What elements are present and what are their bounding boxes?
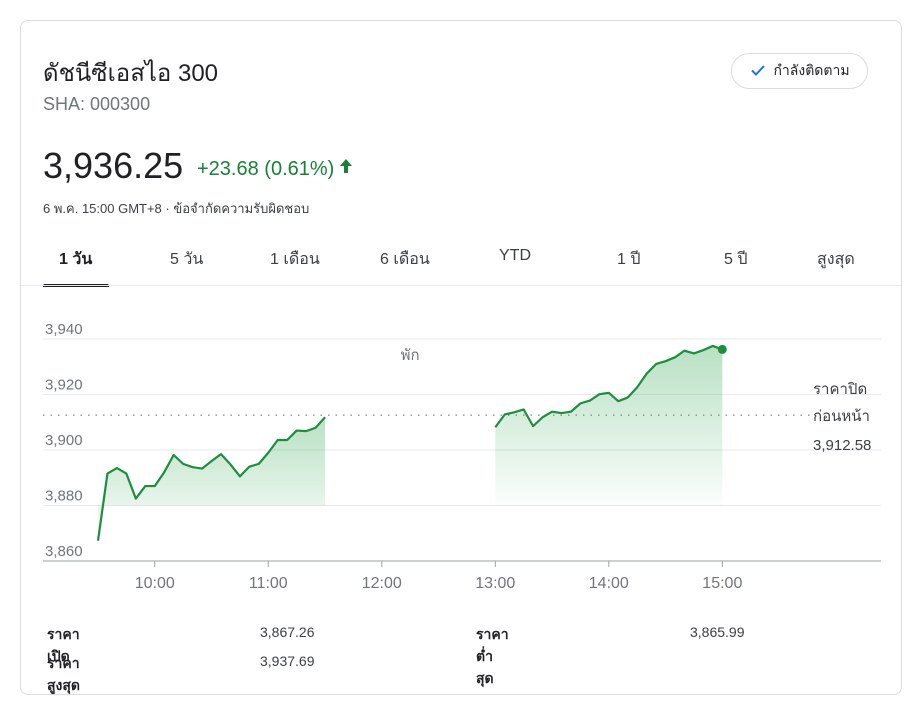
price-change: +23.68 (0.61%) bbox=[197, 157, 354, 181]
x-tick-label: 11:00 bbox=[249, 575, 288, 592]
arrow-up-icon bbox=[338, 157, 354, 181]
series-line bbox=[494, 344, 723, 428]
quote-meta: 6 พ.ค. 15:00 GMT+8 · ข้อจำกัดความรับผิดช… bbox=[43, 201, 310, 216]
current-price: 3,936.25 bbox=[43, 145, 184, 186]
prev-close-label: ราคาปิด bbox=[813, 381, 867, 398]
series-area bbox=[495, 345, 723, 506]
index-title: ดัชนีซีเอสไอ 300 bbox=[43, 60, 219, 87]
ticker-symbol: SHA: 000300 bbox=[43, 94, 151, 114]
x-tick-label: 10:00 bbox=[135, 575, 175, 592]
tab-1-month[interactable]: 1 เดือน bbox=[270, 251, 320, 268]
follow-label: กำลังติดตาม bbox=[773, 62, 850, 78]
tab-5-days[interactable]: 5 วัน bbox=[170, 251, 204, 268]
tab-5-years[interactable]: 5 ปี bbox=[724, 251, 748, 268]
x-tick-label: 12:00 bbox=[362, 575, 402, 592]
y-tick-label: 3,900 bbox=[45, 432, 83, 449]
tab-ytd[interactable]: YTD bbox=[499, 247, 531, 264]
x-tick-label: 13:00 bbox=[475, 575, 515, 592]
stat-low-value: 3,865.99 bbox=[690, 624, 745, 640]
follow-button[interactable]: กำลังติดตาม bbox=[731, 53, 868, 89]
prev-close-value: 3,912.58 bbox=[813, 437, 871, 454]
change-value: +23.68 (0.61%) bbox=[197, 157, 335, 180]
tab-max[interactable]: สูงสุด bbox=[817, 251, 855, 268]
check-icon bbox=[749, 61, 767, 82]
price-chart: 3,940 3,920 3,900 3,880 3,860 10:00 11:00 12:00… bbox=[43, 321, 881, 592]
stat-open-label: ราคาเปิด bbox=[47, 626, 80, 664]
last-price-dot bbox=[717, 344, 727, 354]
tab-1-year[interactable]: 1 ปี bbox=[617, 251, 641, 268]
x-tick-label: 15:00 bbox=[702, 575, 742, 592]
tab-1-day[interactable]: 1 วัน bbox=[59, 251, 93, 268]
tab-6-months[interactable]: 6 เดือน bbox=[380, 251, 430, 268]
x-tick-label: 14:00 bbox=[589, 575, 629, 592]
break-label: พัก bbox=[401, 347, 420, 364]
y-tick-label: 3,920 bbox=[45, 377, 83, 394]
stat-high-label: ราคาสูงสุด bbox=[47, 655, 81, 693]
stat-high-value: 3,937.69 bbox=[260, 653, 315, 669]
stat-low-label: ราคาต่ำสุด bbox=[476, 626, 509, 686]
series-area bbox=[98, 417, 326, 541]
tabs-divider bbox=[21, 285, 901, 286]
y-tick-label: 3,880 bbox=[45, 488, 83, 505]
series-line bbox=[96, 416, 326, 541]
stock-card: ดัชนีซีเอสไอ 300 SHA: 000300 กำลังติดตาม… bbox=[20, 20, 902, 695]
stat-open-value: 3,867.26 bbox=[260, 624, 315, 640]
prev-close-label: ก่อนหน้า bbox=[813, 408, 870, 425]
y-tick-label: 3,940 bbox=[45, 321, 83, 338]
y-tick-label: 3,860 bbox=[45, 543, 83, 560]
